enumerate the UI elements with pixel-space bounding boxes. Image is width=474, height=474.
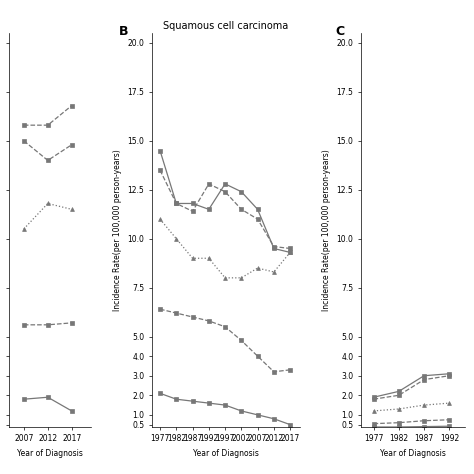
Text: C: C (335, 25, 344, 38)
X-axis label: Year of Diagnosis: Year of Diagnosis (193, 449, 259, 458)
Title: Squamous cell carcinoma: Squamous cell carcinoma (163, 21, 289, 31)
X-axis label: Year of Diagnosis: Year of Diagnosis (17, 449, 83, 458)
X-axis label: Year of Diagnosis: Year of Diagnosis (380, 449, 446, 458)
Y-axis label: Incidence Rate(per 100,000 person-years): Incidence Rate(per 100,000 person-years) (322, 149, 331, 311)
Text: B: B (119, 25, 129, 38)
Y-axis label: Incidence Rate(per 100,000 person-years): Incidence Rate(per 100,000 person-years) (113, 149, 122, 311)
